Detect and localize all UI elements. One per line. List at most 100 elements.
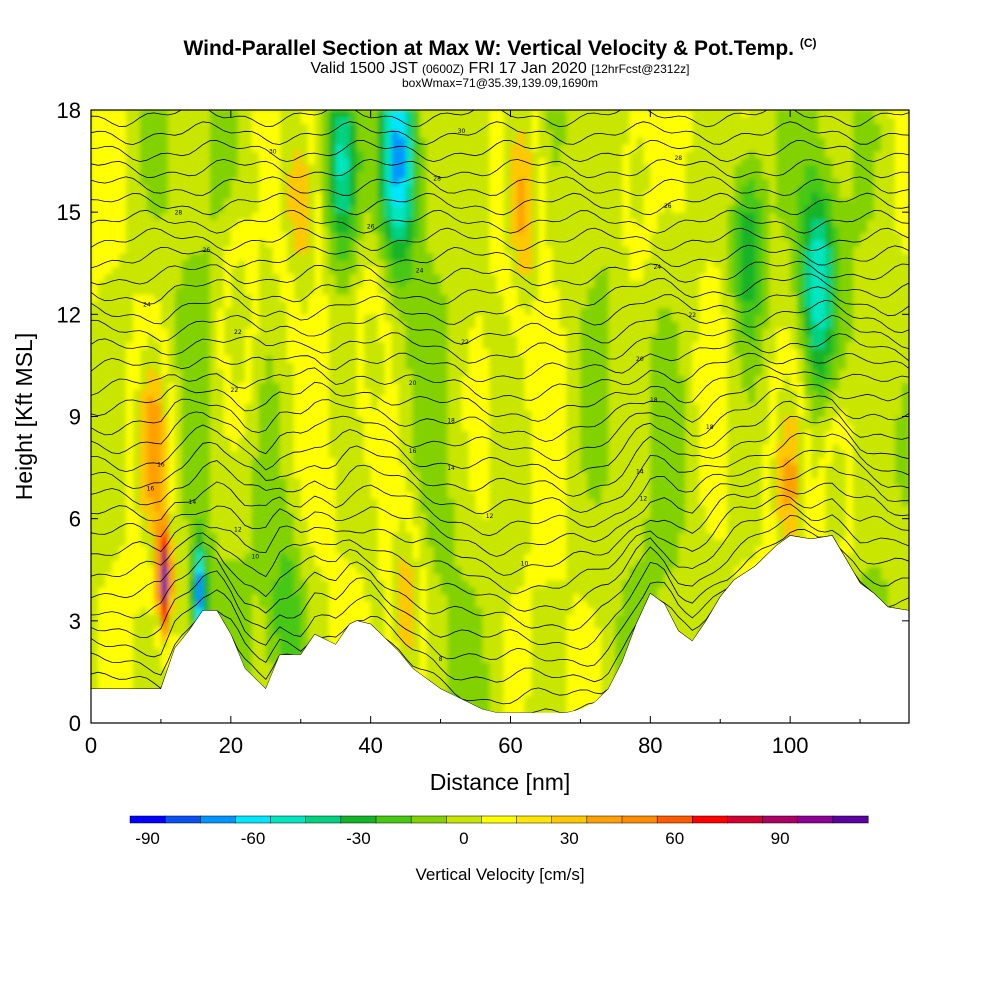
velocity-cell — [314, 178, 323, 186]
velocity-cell — [230, 586, 239, 595]
velocity-cell — [181, 532, 190, 540]
velocity-cell — [468, 232, 477, 241]
velocity-cell — [440, 375, 449, 384]
velocity-cell — [454, 191, 463, 200]
velocity-cell — [482, 416, 491, 424]
velocity-cell — [405, 137, 414, 145]
velocity-cell — [482, 157, 491, 166]
velocity-cell — [251, 491, 260, 499]
velocity-cell — [174, 198, 183, 206]
velocity-cell — [286, 607, 295, 615]
velocity-cell — [272, 375, 281, 384]
velocity-cell — [342, 396, 351, 404]
velocity-cell — [104, 144, 113, 152]
velocity-cell — [454, 184, 463, 193]
velocity-cell — [475, 144, 484, 152]
velocity-cell — [111, 484, 120, 493]
velocity-cell — [328, 355, 337, 363]
velocity-cell — [209, 368, 218, 377]
velocity-cell — [391, 416, 400, 424]
velocity-cell — [426, 423, 435, 431]
velocity-cell — [258, 470, 267, 479]
velocity-cell — [384, 225, 393, 234]
velocity-cell — [307, 293, 316, 302]
velocity-cell — [384, 218, 393, 227]
velocity-cell — [111, 382, 120, 390]
velocity-cell — [111, 225, 120, 234]
velocity-cell — [111, 191, 120, 200]
velocity-cell — [461, 470, 470, 479]
velocity-cell — [370, 232, 379, 241]
velocity-cell — [181, 484, 190, 493]
velocity-cell — [251, 518, 260, 527]
velocity-cell — [153, 239, 162, 247]
velocity-cell — [118, 430, 127, 438]
velocity-cell — [167, 539, 176, 547]
velocity-cell — [153, 150, 162, 159]
velocity-cell — [125, 491, 134, 499]
velocity-cell — [454, 654, 463, 663]
velocity-cell — [349, 532, 358, 540]
velocity-cell — [258, 246, 267, 254]
velocity-cell — [489, 225, 498, 234]
velocity-cell — [461, 164, 470, 172]
velocity-cell — [209, 443, 218, 452]
velocity-cell — [202, 327, 211, 336]
velocity-cell — [237, 464, 246, 472]
velocity-cell — [370, 484, 379, 493]
velocity-cell — [363, 164, 372, 172]
velocity-cell — [356, 518, 365, 527]
velocity-cell — [391, 178, 400, 186]
velocity-cell — [223, 287, 232, 295]
velocity-cell — [153, 423, 162, 431]
velocity-cell — [363, 198, 372, 206]
velocity-cell — [223, 266, 232, 275]
velocity-cell — [188, 600, 197, 608]
velocity-cell — [412, 443, 421, 452]
velocity-cell — [258, 436, 267, 445]
velocity-cell — [153, 518, 162, 527]
velocity-cell — [111, 566, 120, 574]
velocity-cell — [279, 627, 288, 636]
velocity-cell — [405, 341, 414, 349]
velocity-cell — [482, 389, 491, 397]
velocity-cell — [279, 368, 288, 377]
velocity-cell — [412, 259, 421, 268]
velocity-cell — [461, 266, 470, 275]
velocity-cell — [146, 443, 155, 452]
velocity-cell — [447, 675, 456, 683]
velocity-cell — [475, 654, 484, 663]
velocity-cell — [468, 436, 477, 445]
velocity-cell — [146, 368, 155, 377]
velocity-cell — [391, 212, 400, 220]
velocity-cell — [447, 191, 456, 200]
velocity-cell — [188, 518, 197, 527]
velocity-cell — [139, 436, 148, 445]
velocity-cell — [91, 239, 99, 247]
velocity-cell — [342, 259, 351, 268]
velocity-cell — [447, 368, 456, 377]
velocity-cell — [377, 116, 386, 125]
velocity-cell — [167, 212, 176, 220]
velocity-cell — [251, 341, 260, 349]
velocity-cell — [286, 620, 295, 629]
velocity-cell — [377, 110, 386, 118]
velocity-cell — [342, 150, 351, 159]
velocity-cell — [167, 457, 176, 465]
velocity-cell — [335, 457, 344, 465]
velocity-cell — [272, 539, 281, 547]
velocity-cell — [139, 682, 148, 690]
velocity-cell — [412, 253, 421, 261]
velocity-cell — [286, 362, 295, 370]
velocity-cell — [384, 246, 393, 254]
velocity-cell — [97, 423, 106, 431]
velocity-cell — [125, 586, 134, 595]
velocity-cell — [468, 300, 477, 309]
velocity-cell — [91, 518, 99, 527]
velocity-cell — [265, 225, 274, 234]
velocity-cell — [104, 375, 113, 384]
velocity-cell — [139, 293, 148, 302]
velocity-cell — [440, 464, 449, 472]
velocity-cell — [237, 586, 246, 595]
velocity-cell — [293, 184, 302, 193]
